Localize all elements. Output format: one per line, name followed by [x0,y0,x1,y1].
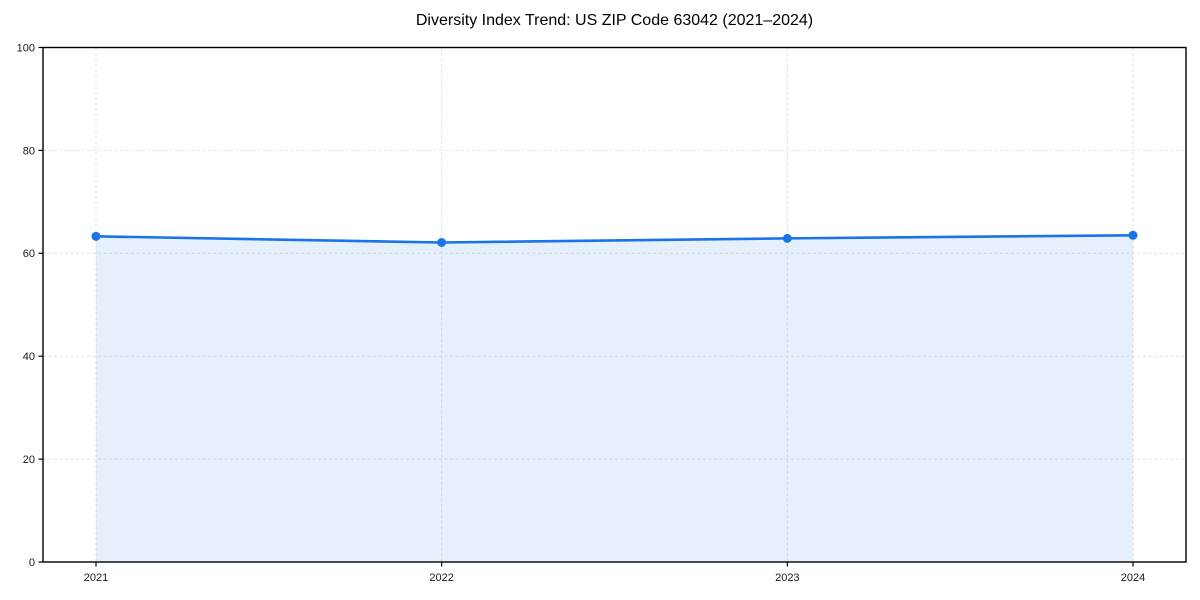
data-point [91,231,101,241]
data-point [782,233,792,243]
x-tick-label: 2021 [84,572,108,584]
y-tick-label: 80 [23,145,35,157]
y-tick-label: 40 [23,351,35,363]
y-tick-label: 20 [23,454,35,466]
series-area-fill [96,235,1133,563]
x-tick-label: 2022 [429,572,453,584]
y-tick-label: 0 [29,557,35,569]
series-line [94,233,1135,244]
y-tick-label: 60 [23,248,35,260]
data-point [437,237,447,247]
chart-title: Diversity Index Trend: US ZIP Code 63042… [415,12,814,29]
axes-frame [42,46,1187,563]
x-tick-label: 2024 [1121,572,1145,584]
y-tick-label: 100 [17,42,35,54]
x-tick-label: 2023 [775,572,799,584]
data-point [1128,230,1138,240]
